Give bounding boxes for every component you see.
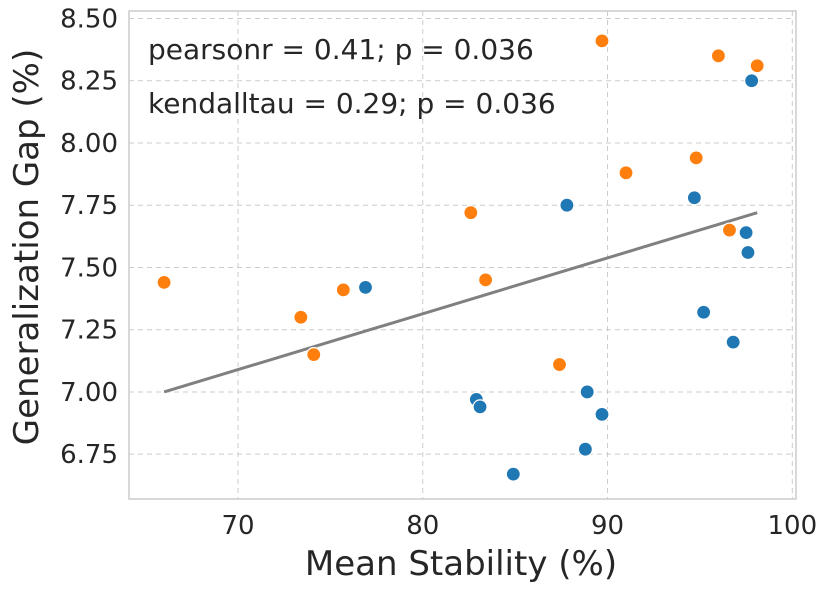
scatter-point-blue: [696, 304, 712, 320]
scatter-point-blue: [357, 279, 374, 295]
y-tick-label: 7.25: [60, 316, 118, 346]
y-tick-label: 8.50: [60, 4, 118, 34]
y-tick-label: 6.75: [60, 440, 118, 470]
y-tick-label: 8.00: [60, 129, 118, 159]
scatter-point-blue: [472, 399, 488, 415]
regression-line: [163, 211, 758, 394]
y-tick-label: 7.75: [60, 191, 118, 221]
scatter-point-orange: [551, 356, 568, 373]
scatter-point-blue: [740, 244, 756, 261]
scatter-point-orange: [710, 48, 726, 64]
scatter-point-orange: [477, 272, 494, 288]
scatter-point-blue: [744, 73, 760, 89]
x-tick-label: 100: [767, 511, 817, 541]
plot-frame: [128, 10, 797, 500]
scatter-point-blue: [579, 384, 595, 400]
scatter-point-orange: [463, 205, 479, 221]
y-tick-label: 7.50: [60, 253, 118, 283]
scatter-point-orange: [594, 33, 610, 49]
y-axis-title: Generalization Gap (%): [7, 49, 47, 445]
scatter-point-orange: [749, 58, 765, 74]
scatter-point-blue: [738, 224, 754, 241]
annotation-kendall: kendalltau = 0.29; p = 0.036: [148, 87, 556, 120]
scatter-point-blue: [725, 334, 741, 350]
annotation-pearson: pearsonr = 0.41; p = 0.036: [148, 33, 534, 66]
x-tick-label: 90: [591, 511, 624, 541]
fit-layer: [163, 211, 758, 394]
scatter-point-blue: [577, 441, 593, 457]
tick-label-layer: 70 80 90 100 6.75 7.00 7.25 7.50 7.75 8.00 8.25 8.5…: [60, 4, 817, 541]
scatter-point-orange: [688, 150, 704, 166]
x-tick-label: 70: [221, 511, 254, 541]
scatter-point-blue: [559, 197, 575, 213]
y-tick-label: 7.00: [60, 378, 118, 408]
scatter-point-orange: [335, 282, 351, 298]
scatter-point-blue: [505, 466, 521, 482]
x-tick-label: 80: [406, 511, 439, 541]
scatter-point-orange: [156, 274, 172, 290]
scatter-point-orange: [293, 309, 309, 325]
scatter-point-blue: [686, 190, 702, 206]
scatter-point-orange: [306, 346, 322, 363]
y-tick-label: 8.25: [60, 67, 118, 97]
grid-layer: [129, 11, 796, 499]
x-axis-title: Mean Stability (%): [305, 544, 617, 584]
points-layer: [156, 33, 765, 482]
scatter-point-orange: [721, 222, 738, 238]
scatter-point-blue: [594, 406, 610, 422]
scatter-point-orange: [618, 165, 634, 181]
